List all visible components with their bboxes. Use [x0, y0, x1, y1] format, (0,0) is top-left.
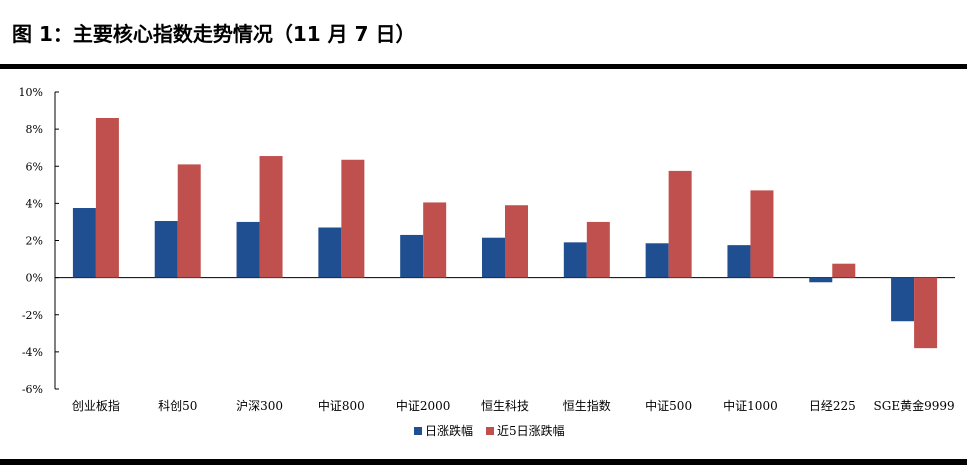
x-category-label: 中证1000	[723, 398, 778, 413]
top-rule	[0, 64, 967, 69]
bar-5day-change	[341, 159, 365, 278]
y-tick-label: 2%	[26, 235, 43, 248]
legend-label: 日涨跌幅	[425, 423, 473, 438]
y-axis: 10% 8% 6% 4% 2% 0% -2% -4% -6%	[19, 86, 59, 396]
x-category-label: 沪深300	[236, 399, 283, 413]
y-tick-label: -4%	[22, 346, 43, 359]
bar-5day-change	[750, 190, 774, 278]
bar-5day-change	[259, 156, 283, 278]
bar-5day-change	[177, 164, 201, 278]
y-tick-label: 4%	[26, 197, 43, 210]
bar-5day-change	[505, 205, 528, 278]
bottom-rule	[0, 459, 967, 465]
bar-5day-change	[668, 170, 692, 278]
bars	[72, 117, 938, 349]
x-category-label: 中证2000	[396, 398, 451, 413]
bar-daily-change	[318, 227, 342, 278]
bar-daily-change	[154, 221, 178, 278]
x-axis-labels: 创业板指 科创50 沪深300 中证800 中证2000 恒生科技 恒生指数 中证500 中证1…	[72, 398, 955, 413]
bar-5day-change	[832, 263, 856, 278]
x-category-label: 恒生科技	[481, 399, 529, 413]
bar-daily-change	[727, 245, 751, 278]
figure-title: 图 1：主要核心指数走势情况（11 月 7 日）	[12, 22, 416, 46]
bar-5day-change	[95, 117, 119, 278]
bar-5day-change	[423, 202, 447, 278]
legend-label: 近5日涨跌幅	[497, 423, 565, 438]
bar-5day-change	[914, 277, 938, 349]
bar-daily-change	[809, 277, 833, 283]
y-tick-label: -2%	[22, 309, 43, 322]
x-category-label: 中证800	[318, 398, 365, 413]
y-tick-label: -6%	[22, 383, 43, 396]
bar-daily-change	[236, 221, 260, 278]
y-tick-label: 8%	[26, 123, 43, 136]
bar-daily-change	[891, 277, 915, 322]
bar-daily-change	[400, 234, 424, 278]
bar-daily-change	[645, 243, 669, 278]
legend-swatch	[414, 427, 422, 435]
x-category-label: 中证500	[645, 398, 692, 413]
y-tick-label: 0%	[26, 272, 43, 285]
y-tick-label: 10%	[19, 86, 43, 99]
legend: 日涨跌幅 近5日涨跌幅	[414, 423, 565, 438]
bar-daily-change	[482, 237, 505, 278]
x-category-label: 恒生指数	[563, 398, 611, 413]
x-category-label: 创业板指	[72, 398, 120, 413]
x-category-label: 科创50	[158, 399, 197, 413]
bar-5day-change	[586, 221, 610, 278]
y-tick-label: 6%	[26, 160, 43, 173]
x-category-label: 日经225	[809, 399, 856, 413]
legend-swatch	[486, 427, 494, 435]
bar-daily-change	[72, 208, 96, 278]
bar-daily-change	[563, 242, 587, 278]
x-category-label: SGE黄金9999	[874, 398, 955, 413]
